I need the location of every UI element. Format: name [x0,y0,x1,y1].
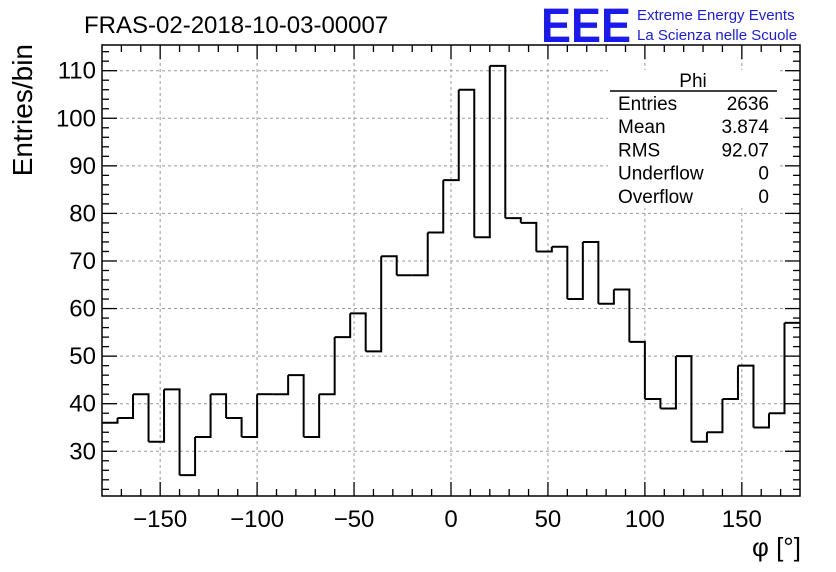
stats-box-background [608,70,778,208]
histogram-bin [226,416,243,438]
histogram-bin [133,393,150,442]
axis-ticks [102,45,800,496]
histogram-bin [443,89,460,182]
histogram-bin [241,394,259,439]
histogram-bin [195,394,212,439]
histogram-bin [582,240,600,304]
x-tick-label: 100 [625,506,665,533]
histogram-bin [334,313,352,339]
histogram-bin [412,232,429,277]
histogram-bin [148,389,166,443]
histogram-bin [536,246,553,253]
histogram-bin [288,374,305,438]
histogram-bin [272,375,290,396]
x-axis-label: φ [°] [752,532,801,562]
x-tick-labels: −150 −100 −50 0 50 100 150 [133,506,762,533]
histogram-bin [660,356,677,410]
y-tick-label: 40 [69,391,96,418]
histogram-bin [458,88,476,238]
histogram-bin [706,398,724,434]
stats-row-value: 92.07 [721,140,769,161]
stats-row-label: Underflow [618,164,704,185]
histogram-bin [365,256,383,353]
histogram-bin [768,322,786,415]
y-tick-label: 30 [69,438,96,465]
histogram-bin [737,364,755,428]
stats-row-value: 2636 [727,94,769,115]
eee-logo: EEE [541,0,631,53]
histogram-bin [179,437,197,477]
logo-tagline-2: La Scienza nelle Scuole [637,27,797,44]
histogram-bin [753,413,770,429]
run-title: FRAS-02-2018-10-03-00007 [84,12,388,39]
y-tick-label: 60 [69,296,96,323]
y-tick-label: 70 [69,248,96,275]
logo-tagline-1: Extreme Energy Events [637,7,795,24]
histogram-bin [427,180,445,234]
stats-row-value: 0 [758,187,769,208]
y-tick-label: 50 [69,343,96,370]
histogram-bin [691,432,708,443]
y-tick-labels: 30 40 50 60 70 80 90 100 110 [56,58,96,466]
histogram-bin [505,217,522,223]
histogram-bin [117,394,135,419]
histogram-bin [722,365,739,400]
histogram-bin [210,393,228,418]
y-tick-label: 90 [69,153,96,180]
stats-row-label: Overflow [618,187,693,208]
stats-row-value: 3.874 [721,117,769,138]
stats-row-label: Mean [618,117,666,138]
histogram-bin [613,288,631,342]
histogram-bin [102,417,119,424]
histogram-bin [303,394,321,439]
stats-box-rows: Entries 2636 Mean 3.874 RMS 92.07 Underflow 0 Ov… [618,94,769,208]
x-tick-label: 50 [535,506,562,533]
stats-row-label: RMS [618,140,660,161]
stats-box-title: Phi [679,71,706,92]
y-tick-label: 110 [58,58,96,85]
histogram-bin [629,340,646,399]
histogram-bin [164,388,181,476]
histogram-series [102,64,800,477]
histogram-bin [520,221,538,252]
stats-row-label: Entries [618,94,677,115]
plot-frame [101,44,801,497]
x-tick-label: 150 [722,506,762,533]
stats-row-value: 0 [758,164,769,185]
histogram-bin [567,241,584,301]
histogram-bin [350,312,367,352]
grid-lines [102,45,800,496]
y-tick-label: 100 [56,105,96,132]
histogram-bin [598,289,615,305]
histogram-bin [644,397,662,409]
histogram-bin [551,245,569,300]
x-tick-label: −150 [133,506,187,533]
histogram-bin [474,65,491,239]
histogram-bin [381,255,398,276]
x-tick-label: −100 [230,506,284,533]
x-tick-label: −50 [334,506,375,533]
y-tick-label: 80 [69,200,96,227]
histogram-bin [319,337,336,396]
histogram-bin [675,355,693,442]
histogram-bin [489,64,507,219]
y-axis-label: Entries/bin [7,44,38,176]
x-tick-label: 0 [444,506,457,533]
stats-box: Phi Entries 2636 Mean 3.874 RMS 92.07 Underflo… [608,70,778,208]
